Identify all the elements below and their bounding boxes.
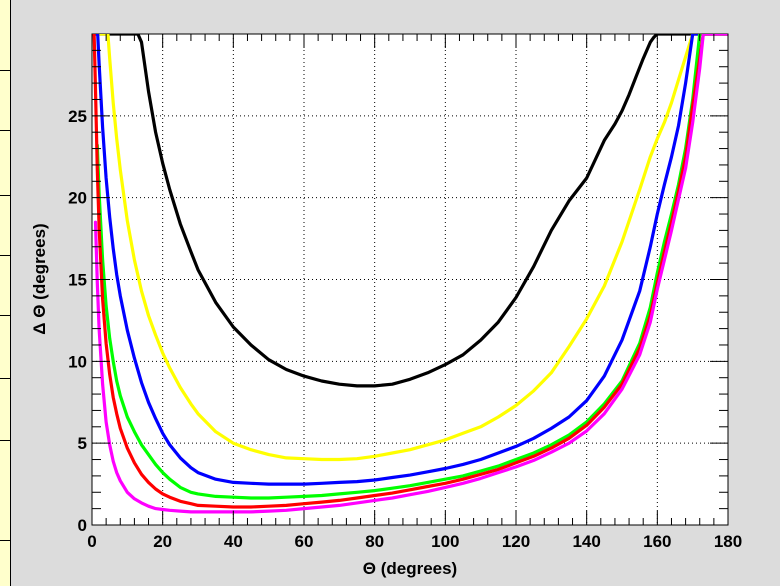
series-group: [92, 34, 728, 514]
series-line-1: [92, 34, 728, 462]
x-tick-label: 100: [431, 532, 459, 551]
x-tick-label: 120: [502, 532, 530, 551]
series-line-0: [92, 34, 728, 388]
x-tick-label: 80: [365, 532, 384, 551]
y-tick-label: 20: [68, 189, 87, 208]
x-axis-title: Θ (degrees): [363, 559, 457, 578]
x-tick-label: 140: [572, 532, 600, 551]
axes: 0 20 40 60 80 100 120 140 160 180 0 5 10 15 20 25: [68, 34, 742, 551]
x-tick-label: 160: [643, 532, 671, 551]
y-tick-label: 10: [68, 352, 87, 371]
y-axis-title: Δ Θ (degrees): [30, 223, 49, 334]
chart-canvas: 0 20 40 60 80 100 120 140 160 180 0 5 10 15 20 25 Θ (de…: [11, 0, 780, 586]
panel-tick: [0, 255, 10, 256]
panel-tick: [0, 130, 10, 131]
series-line-3: [95, 34, 728, 500]
panel-tick: [0, 378, 10, 379]
chart-svg: 0 20 40 60 80 100 120 140 160 180 0 5 10 15 20 25 Θ (de…: [30, 33, 742, 578]
y-tick-label: 25: [68, 107, 87, 126]
y-tick-label: 0: [78, 516, 87, 535]
series-line-5: [93, 34, 728, 514]
x-tick-label: 60: [295, 532, 314, 551]
x-tick-label: 20: [153, 532, 172, 551]
y-tick-label: 5: [78, 434, 87, 453]
panel-tick: [0, 440, 10, 441]
panel-tick: [0, 315, 10, 316]
y-tick-label: 15: [68, 271, 87, 290]
x-tick-label: 180: [714, 532, 742, 551]
x-tick-label: 0: [87, 532, 96, 551]
panel-tick: [0, 195, 10, 196]
panel-tick: [0, 70, 10, 71]
series-line-2: [92, 34, 728, 486]
plot-area: [91, 33, 729, 526]
x-tick-label: 40: [224, 532, 243, 551]
left-panel-edge: [0, 0, 11, 586]
panel-tick: [0, 540, 10, 541]
series-line-4: [92, 34, 728, 509]
